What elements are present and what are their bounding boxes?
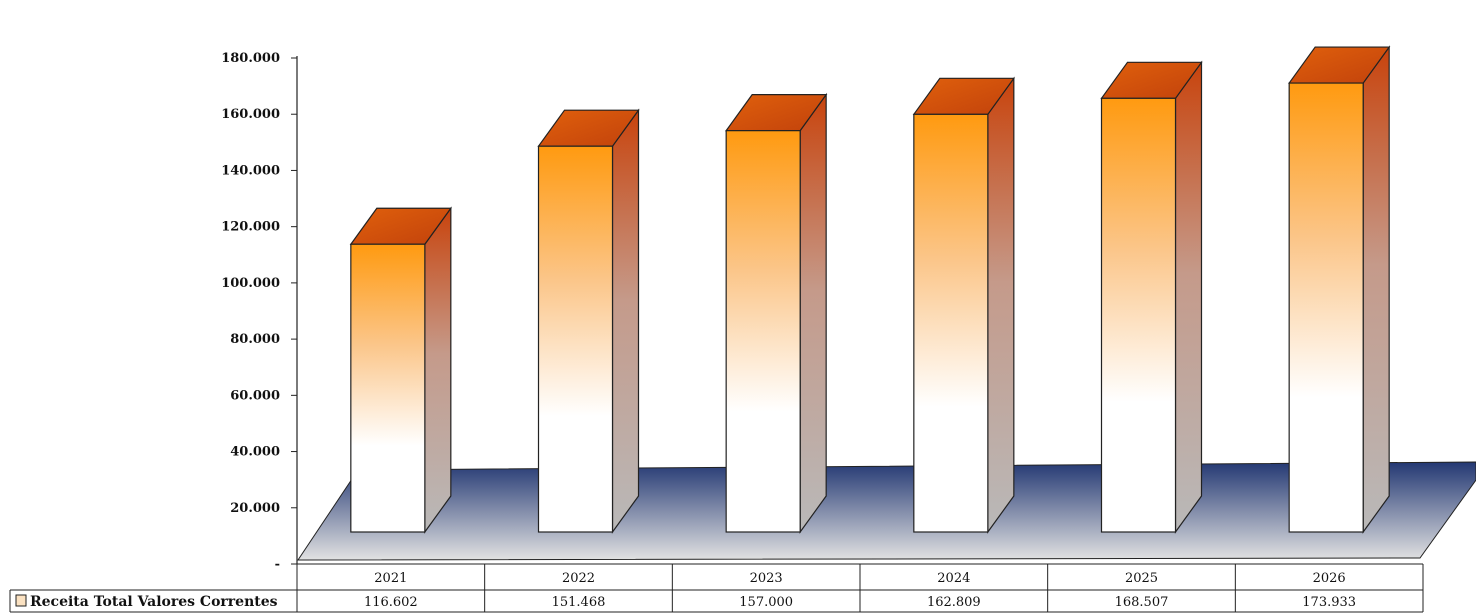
value-label: 173.933 [1302, 595, 1356, 610]
bar-series [349, 45, 1391, 534]
bar-front [725, 130, 801, 533]
bar-2021 [349, 206, 453, 534]
category-label: 2022 [562, 571, 595, 586]
legend-series-label: Receita Total Valores Correntes [30, 594, 278, 610]
y-tick-label: 160.000 [221, 107, 280, 122]
y-tick-label: 140.000 [221, 163, 280, 178]
category-label: 2021 [374, 571, 407, 586]
y-axis-ticks: 180.000 160.000 140.000 120.000 100.000 80.00… [221, 51, 297, 572]
bar-side [799, 92, 827, 534]
y-tick-label: 80.000 [230, 332, 280, 347]
y-tick-label: 120.000 [221, 220, 280, 235]
category-label: 2026 [1313, 571, 1346, 586]
y-tick-label: - [275, 557, 280, 572]
bar-front [350, 243, 426, 533]
bar-2024 [912, 76, 1016, 534]
bar-2025 [1100, 60, 1203, 534]
value-label: 116.602 [364, 595, 418, 610]
bar-side [987, 76, 1015, 534]
y-tick-label: 100.000 [221, 276, 280, 291]
bar-front [913, 113, 989, 533]
y-tick-label: 40.000 [230, 445, 280, 460]
y-tick-label: 60.000 [230, 388, 280, 403]
data-table: 2021 116.602 2022 151.468 2023 157.000 2024 162… [9, 563, 1424, 613]
legend-swatch [15, 594, 27, 607]
category-label: 2025 [1125, 571, 1158, 586]
bar-front [1288, 82, 1364, 533]
category-label: 2023 [750, 571, 783, 586]
bar-2023 [724, 92, 828, 534]
value-label: 168.507 [1115, 595, 1169, 610]
bar-side [424, 206, 452, 534]
y-tick-label: 180.000 [221, 51, 280, 66]
value-label: 162.809 [927, 595, 981, 610]
value-label: 157.000 [739, 595, 793, 610]
bar-2022 [537, 108, 640, 534]
bar-side [1362, 45, 1390, 534]
y-tick-label: 20.000 [230, 501, 280, 516]
bar-front [537, 145, 614, 533]
bar-2026 [1287, 45, 1391, 534]
bar-side [1174, 60, 1203, 534]
bar-side [611, 108, 640, 534]
bar-front [1100, 97, 1177, 533]
category-label: 2024 [937, 571, 970, 586]
data-table-cells: 2021 116.602 2022 151.468 2023 157.000 2024 162… [296, 564, 1424, 612]
value-label: 151.468 [552, 595, 606, 610]
